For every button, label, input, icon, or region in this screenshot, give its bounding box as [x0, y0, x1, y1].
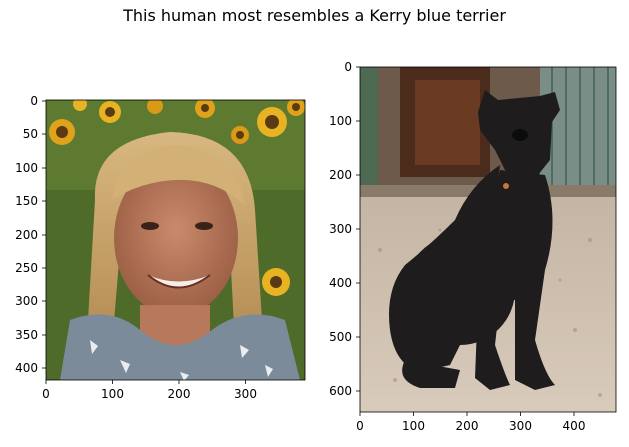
right-x-tick-label: 0: [356, 419, 364, 433]
left-y-tick-label: 400: [15, 361, 38, 375]
left-x-tick-label: 0: [42, 387, 50, 401]
dog-silhouette: [389, 90, 560, 390]
right-y-tick-label: 0: [344, 60, 352, 74]
left-x-tick-label: 200: [168, 387, 191, 401]
left-y-tick-label: 300: [15, 294, 38, 308]
right-x-tick-label: 100: [402, 419, 425, 433]
right-x-tick-label: 300: [509, 419, 532, 433]
left-y-tick-label: 100: [15, 161, 38, 175]
left-y-tick-label: 350: [15, 328, 38, 342]
left-y-tick-label: 0: [30, 94, 38, 108]
right-y-tick-label: 300: [329, 222, 352, 236]
right-x-axis: 0 100 200 300 400: [356, 412, 585, 433]
dog-photo-frame: [359, 66, 617, 413]
left-y-tick-label: 50: [23, 127, 38, 141]
right-y-tick-label: 100: [329, 114, 352, 128]
right-y-axis: 0 100 200 300 400 500 600: [329, 60, 360, 398]
left-y-tick-label: 150: [15, 194, 38, 208]
figure-title: This human most resembles a Kerry blue t…: [123, 6, 506, 25]
right-x-tick-label: 400: [563, 419, 586, 433]
right-y-tick-label: 200: [329, 168, 352, 182]
left-x-tick-label: 300: [234, 387, 257, 401]
right-y-tick-label: 400: [329, 276, 352, 290]
sunflower-background: [49, 100, 305, 296]
left-y-axis: 0 50 100 150 200 250 300 350 400: [15, 94, 46, 375]
human-photo-frame: [45, 99, 306, 381]
right-y-tick-label: 500: [329, 330, 352, 344]
left-y-tick-label: 250: [15, 261, 38, 275]
dog-photo-image: [360, 67, 616, 412]
left-x-axis: 0 100 200 300: [42, 380, 257, 401]
right-y-tick-label: 600: [329, 384, 352, 398]
right-x-tick-label: 200: [456, 419, 479, 433]
left-x-tick-label: 100: [101, 387, 124, 401]
human-photo-image: [46, 100, 305, 380]
left-y-tick-label: 200: [15, 228, 38, 242]
